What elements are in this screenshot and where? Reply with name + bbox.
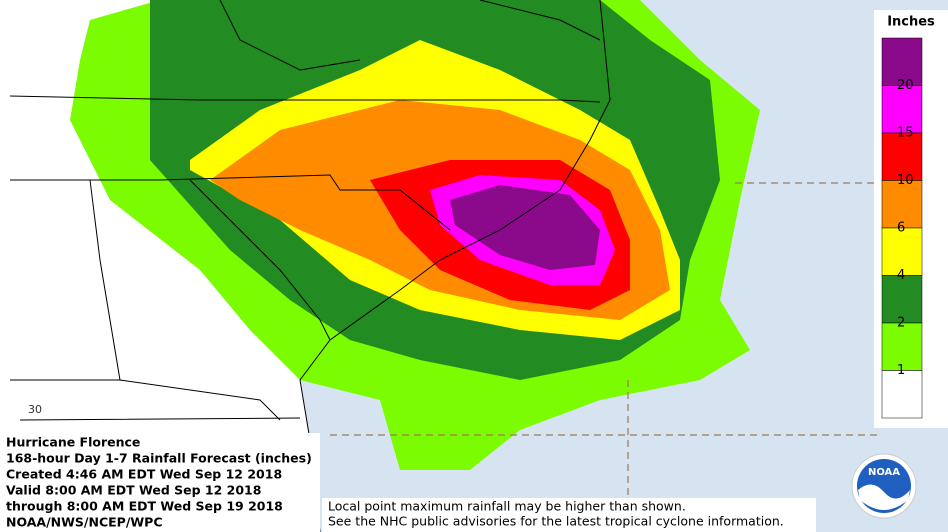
footnote-panel <box>322 498 816 532</box>
legend-swatch <box>881 275 923 324</box>
legend-swatch <box>881 322 923 371</box>
legend-swatch <box>881 370 923 419</box>
legend: Inches 20 15 10 6 4 2 1 <box>874 10 948 428</box>
legend-swatch <box>881 227 923 276</box>
logo-wave <box>858 484 910 510</box>
footnote: Local point maximum rainfall may be high… <box>322 498 816 532</box>
legend-label: 1 <box>897 363 905 378</box>
noaa-logo: NOAA <box>851 453 917 519</box>
legend-label: 6 <box>897 221 905 236</box>
borders <box>9 0 611 532</box>
legend-swatch <box>881 132 923 181</box>
info-line: 168-hour Day 1-7 Rainfall Forecast (inch… <box>6 451 312 466</box>
legend-swatch <box>881 85 923 134</box>
legend-swatch <box>881 37 923 86</box>
contour-20 <box>450 185 600 270</box>
state-line <box>9 95 601 103</box>
legend-label: 20 <box>897 78 914 93</box>
state-line <box>10 174 451 231</box>
legend-title: Inches <box>887 15 935 30</box>
state-line <box>189 179 331 341</box>
legend-swatch <box>881 180 923 229</box>
info-line: through 8:00 AM EDT Wed Sep 19 2018 <box>6 499 283 514</box>
rainfall-contours <box>70 0 760 470</box>
state-line <box>219 0 601 71</box>
info-line: Valid 8:00 AM EDT Wed Sep 12 2018 <box>6 483 261 498</box>
info-panel <box>0 433 320 532</box>
legend-label: 10 <box>897 173 914 188</box>
legend-label: 4 <box>897 268 905 283</box>
info-line: Created 4:46 AM EDT Wed Sep 12 2018 <box>6 467 282 482</box>
coastline <box>299 0 611 532</box>
grid-label: 30 <box>28 403 42 416</box>
info-line: Hurricane Florence <box>6 435 140 450</box>
legend-label: 15 <box>897 126 914 141</box>
info-line: NOAA/NWS/NCEP/WPC <box>6 515 163 530</box>
footnote-line: Local point maximum rainfall may be high… <box>328 499 686 514</box>
state-line <box>10 379 301 421</box>
logo-text: NOAA <box>868 467 900 478</box>
legend-label: 2 <box>897 316 905 331</box>
footnote-line: See the NHC public advisories for the la… <box>328 514 784 529</box>
